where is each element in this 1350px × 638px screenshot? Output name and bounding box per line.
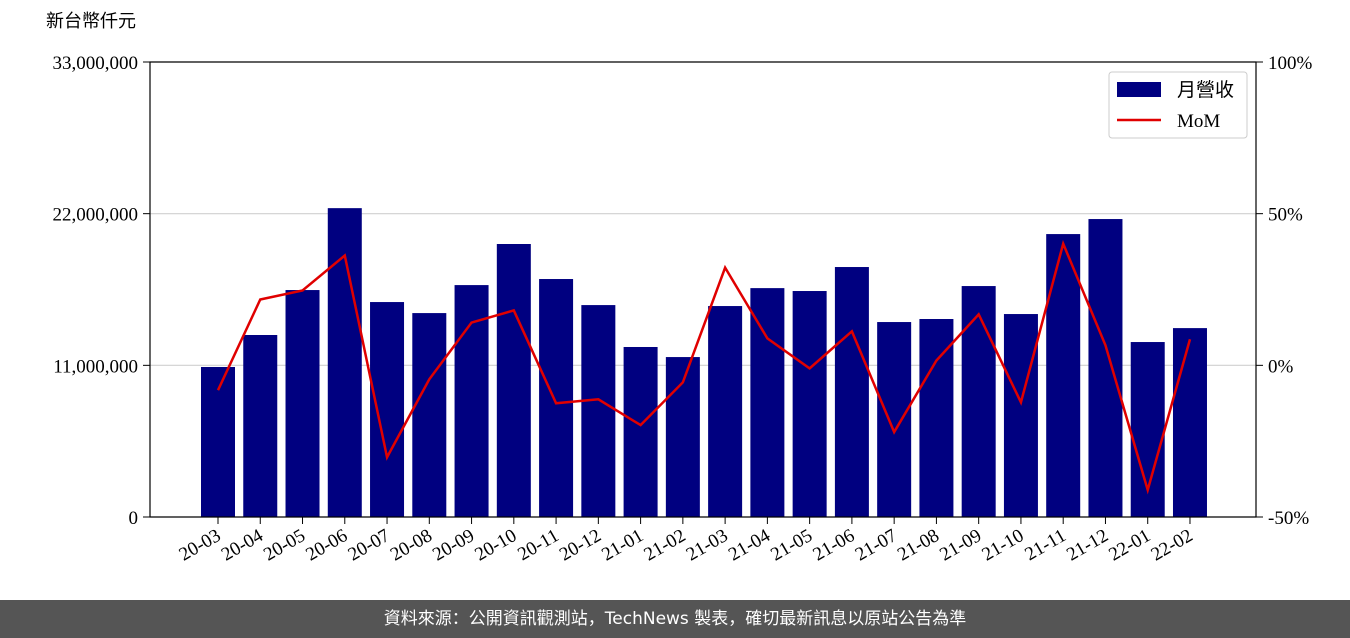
x-tick-label: 21-03 [683,525,732,565]
bar [539,279,574,517]
y2-tick-label: 0% [1268,356,1294,377]
x-tick-label: 22-02 [1148,525,1197,565]
bar [412,313,447,517]
bar [919,319,954,517]
x-tick-label: 22-01 [1105,525,1154,565]
x-tick-label: 20-04 [218,525,267,566]
bar [877,322,912,517]
plot-frame [149,61,1257,518]
x-tick-label: 20-05 [260,525,309,565]
bar [1088,219,1123,517]
x-tick-label: 21-06 [810,525,859,565]
bar [792,291,827,517]
y-tick-label: 33,000,000 [53,53,139,74]
bar [961,286,996,517]
x-tick-label: 21-08 [894,525,943,565]
bar [201,366,235,517]
x-tick-label: 21-07 [852,525,901,565]
bar [243,335,278,517]
bar [1046,234,1081,517]
bar [834,267,869,517]
legend-label: 月營收 [1177,79,1234,101]
x-tick-label: 21-12 [1063,525,1112,565]
y-axis-label: 新台幣仟元 [46,11,136,32]
bar [708,306,743,517]
bar [750,288,785,517]
bar [370,302,405,517]
bar [1003,314,1038,517]
x-tick-label: 21-11 [1021,525,1069,565]
bar [496,244,531,517]
legend-swatch [1117,82,1161,97]
x-tick-label: 21-02 [640,525,689,565]
bar [623,346,658,517]
y2-tick-label: -50% [1268,508,1309,529]
bar [581,305,616,517]
x-tick-label: 21-01 [598,525,647,565]
x-tick-label: 20-11 [514,525,562,565]
y-tick-label: 0 [129,508,139,529]
x-tick-label: 20-10 [471,525,520,565]
bar [285,290,320,517]
x-tick-label: 21-04 [725,525,774,566]
y2-tick-label: 100% [1268,53,1313,74]
x-tick-label: 20-07 [345,525,394,565]
x-tick-label: 20-08 [387,525,436,565]
y-tick-label: 22,000,000 [53,205,139,226]
y-tick-label: 11,000,000 [53,356,138,377]
x-tick-label: 20-03 [176,525,225,565]
footer: 資料來源：公開資訊觀測站，TechNews 製表，確切最新訊息以原站公告為準 [0,600,1350,638]
x-tick-label: 20-06 [302,525,351,565]
x-tick-label: 20-09 [429,525,478,565]
bar [1172,328,1207,517]
x-tick-label: 20-12 [556,525,605,565]
x-tick-label: 21-09 [936,525,985,565]
line [216,239,1192,495]
chart: 新台幣仟元 0 11,000,000 22,000,000 33,000,000 -50… [46,11,1313,566]
legend-label: MoM [1177,111,1220,132]
y2-tick-label: 50% [1268,205,1303,226]
x-tick-label: 21-10 [979,525,1028,565]
x-tick-label: 21-05 [767,525,816,565]
